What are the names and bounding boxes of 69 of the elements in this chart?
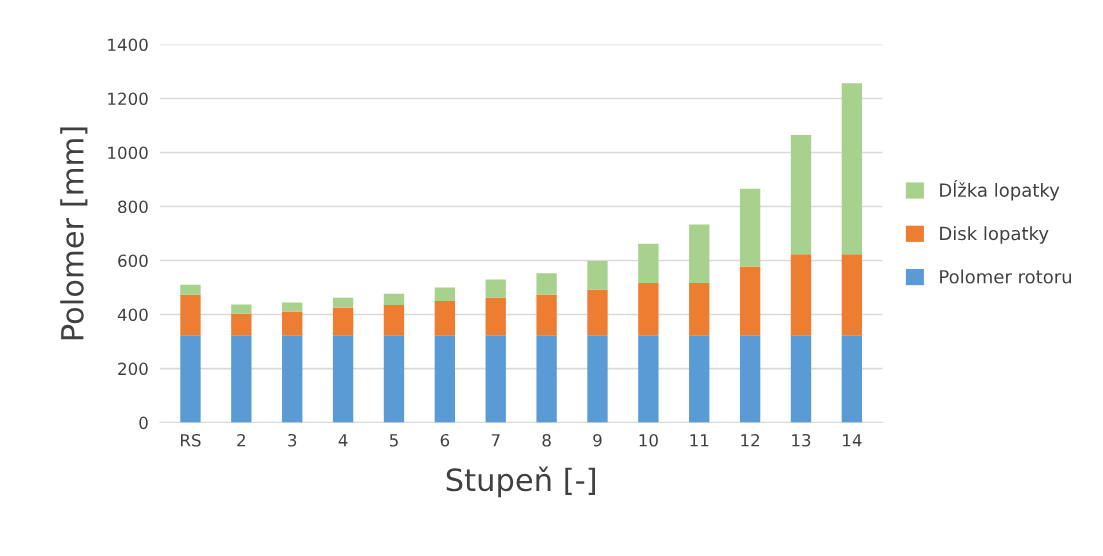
x-tick-label: 4	[338, 434, 348, 447]
bar	[231, 304, 252, 314]
bar	[485, 279, 506, 298]
bar	[383, 335, 405, 423]
bar	[231, 335, 252, 423]
bar	[841, 254, 863, 336]
legend-label: Disk lopatky	[940, 226, 1049, 244]
bar	[739, 188, 761, 267]
x-tick-label: 3	[288, 433, 297, 447]
x-tick-label: 13	[792, 433, 811, 447]
bar	[790, 335, 812, 423]
bar	[638, 243, 659, 283]
y-tick-label: 0	[139, 416, 148, 430]
bar	[282, 311, 303, 336]
bar	[587, 261, 608, 290]
y-tick-label: 400	[117, 308, 148, 322]
x-tick-label: 6	[440, 433, 450, 447]
bar	[689, 282, 710, 336]
x-tick-label: 14	[843, 434, 862, 447]
bar	[841, 335, 863, 423]
bar	[638, 282, 659, 336]
x-tick-label: 9	[593, 433, 602, 447]
bar	[434, 287, 456, 302]
legend-label: Polomer rotoru	[940, 269, 1071, 284]
y-tick-label: 600	[118, 254, 148, 268]
bar	[790, 134, 812, 255]
bar	[689, 224, 710, 283]
bar	[282, 302, 303, 312]
x-tick-label: 8	[542, 433, 551, 447]
x-tick-label: 12	[741, 433, 760, 447]
bar	[841, 83, 863, 255]
y-tick-label: 1000	[108, 146, 148, 160]
bar	[180, 284, 201, 295]
bar	[689, 335, 710, 423]
legend-label: Dĺžka lopatky	[940, 179, 1060, 201]
x-tick-label: 11	[690, 434, 709, 447]
bar	[332, 335, 354, 423]
bar	[536, 294, 557, 336]
bar	[536, 273, 557, 295]
bar	[536, 335, 557, 423]
y-tick-label: 1400	[108, 38, 148, 52]
bar	[231, 313, 252, 336]
bar	[587, 335, 608, 423]
y-tick-label: 1200	[108, 92, 148, 106]
bar	[739, 335, 761, 423]
x-axis-title: Stupeň [-]	[446, 466, 595, 498]
bar	[383, 305, 405, 336]
y-axis-title: Polomer [mm]	[60, 127, 88, 340]
bar	[790, 254, 812, 336]
x-tick-label: 5	[389, 434, 398, 447]
x-tick-label: RS	[181, 433, 201, 447]
x-tick-label: 7	[491, 434, 500, 447]
bar	[282, 335, 303, 423]
bar	[434, 301, 456, 336]
bar	[638, 335, 659, 423]
bar	[383, 293, 405, 306]
bar	[485, 297, 506, 336]
bar	[485, 335, 506, 423]
y-tick-label: 800	[118, 200, 148, 214]
bar	[332, 307, 354, 336]
bar	[739, 266, 761, 336]
y-tick-label: 200	[118, 362, 148, 376]
x-tick-label: 2	[237, 433, 245, 447]
bar	[434, 335, 456, 423]
bar	[587, 289, 608, 336]
bar	[180, 335, 201, 423]
x-tick-label: 10	[639, 433, 658, 447]
bar	[332, 297, 354, 308]
bar	[180, 294, 201, 336]
